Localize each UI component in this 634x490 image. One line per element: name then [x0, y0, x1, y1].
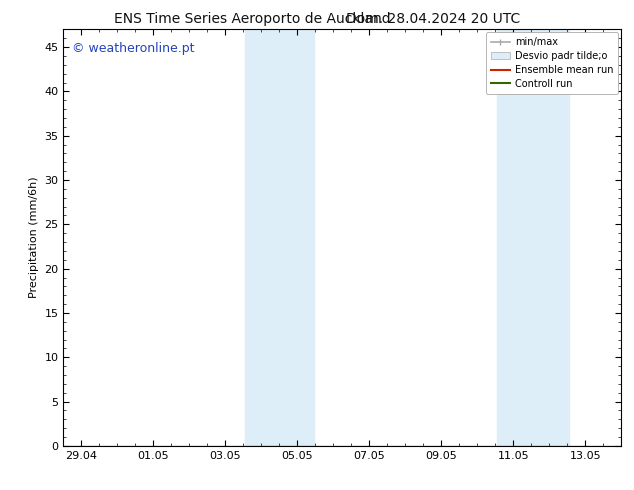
Bar: [281, 29, 314, 446]
Y-axis label: Precipitation (mm/6h): Precipitation (mm/6h): [29, 177, 39, 298]
Bar: [245, 29, 281, 446]
Text: © weatheronline.pt: © weatheronline.pt: [72, 42, 194, 55]
Bar: [497, 29, 529, 446]
Text: ENS Time Series Aeroporto de Auckland: ENS Time Series Aeroporto de Auckland: [114, 12, 391, 26]
Text: Dom. 28.04.2024 20 UTC: Dom. 28.04.2024 20 UTC: [346, 12, 520, 26]
Legend: min/max, Desvio padr tilde;o, Ensemble mean run, Controll run: min/max, Desvio padr tilde;o, Ensemble m…: [486, 32, 618, 94]
Bar: [529, 29, 569, 446]
